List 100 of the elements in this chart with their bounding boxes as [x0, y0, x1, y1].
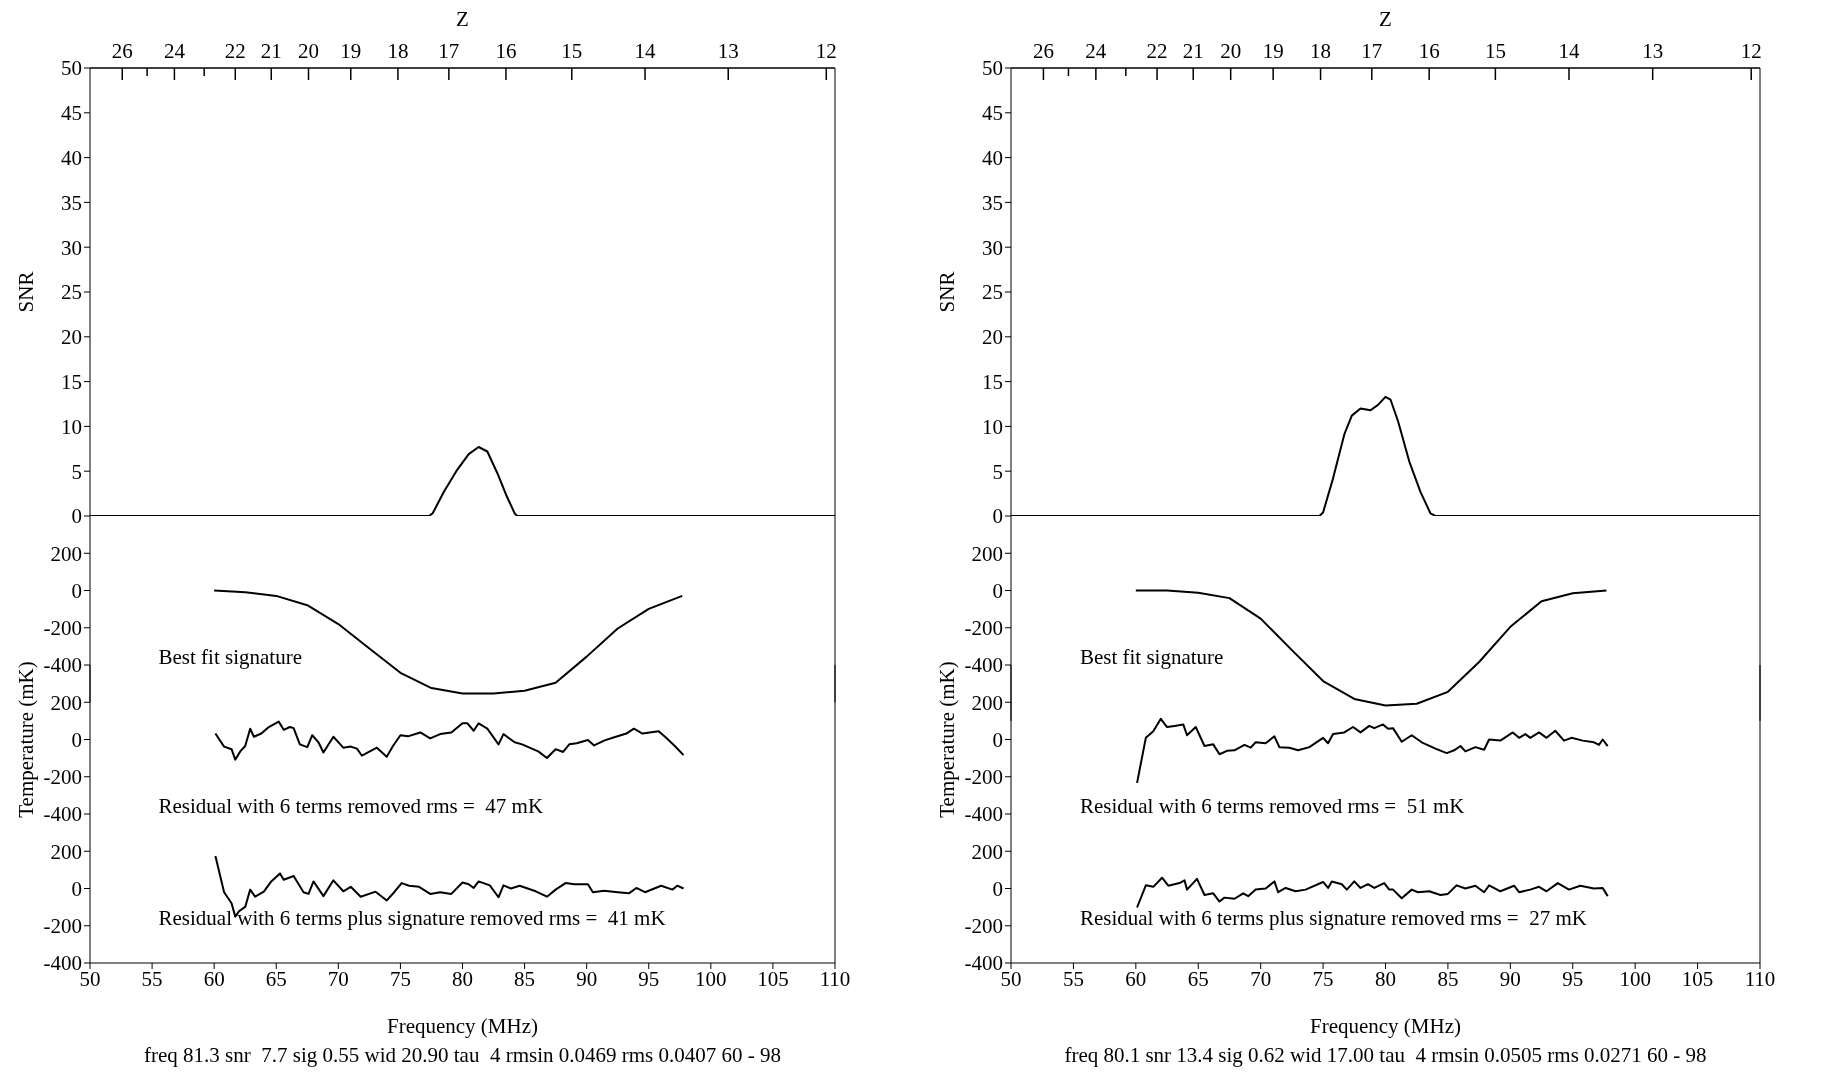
y-tick-label: -400 [43, 653, 82, 678]
x-tick-label: 80 [1375, 966, 1396, 991]
y-tick-label: -400 [43, 802, 82, 827]
x-tick-label: 70 [327, 966, 349, 991]
annotation: Residual with 6 terms removed rms = 47 mK [158, 793, 544, 819]
y-axis-title: Temperature (mK) [14, 661, 39, 818]
y-tick-label: 35 [982, 190, 1003, 215]
y-tick-label: 20 [61, 325, 82, 350]
annotation: Residual with 6 terms plus signature removed rms = 27 mK [1079, 905, 1587, 931]
y-tick-label: 200 [50, 541, 82, 566]
x-tick-label: 90 [576, 966, 598, 991]
x-tick-label: 75 [1312, 966, 1334, 991]
text: 15 [1484, 39, 1506, 63]
annotation: Residual with 6 terms plus signature removed rms = 41 mK [158, 905, 666, 931]
text: 13 [1642, 39, 1664, 63]
y-tick-label: 0 [71, 727, 82, 752]
y-tick-label: -200 [43, 914, 82, 939]
x-tick-label: 55 [1062, 966, 1084, 991]
y-tick-label: 30 [982, 235, 1003, 260]
x-tick-label: 100 [695, 966, 727, 991]
line-series [1136, 876, 1609, 909]
text: 12 [1740, 39, 1762, 63]
text: 16 [495, 39, 517, 63]
x-tick-label: 110 [819, 966, 851, 991]
text: 21 [1182, 39, 1204, 63]
text: 19 [1262, 39, 1284, 63]
text: 26 [111, 39, 133, 63]
y-tick-label: 25 [982, 280, 1003, 305]
text: 22 [1146, 39, 1168, 63]
y-tick-label: 10 [61, 414, 82, 439]
y-tick-label: 0 [71, 504, 82, 529]
text: 18 [387, 39, 409, 63]
text: 14 [1558, 39, 1581, 63]
y-tick-label: -400 [964, 951, 1003, 976]
y-axis-title: Temperature (mK) [935, 661, 960, 818]
y-tick-label: 20 [982, 325, 1003, 350]
y-tick-label: 35 [61, 190, 82, 215]
y-tick-label: -200 [964, 616, 1003, 641]
x-tick-label: 105 [757, 966, 789, 991]
annotation: Best fit signature [1079, 644, 1224, 670]
y-tick-label: -200 [43, 616, 82, 641]
x2-axis-title: Z [1379, 7, 1392, 31]
text: 22 [224, 39, 246, 63]
text: freq 81.3 snr 7.7 sig 0.55 wid 20.90 tau 4 rmsin 0.0469 rms 0.0407 60 - 98 [143, 1042, 782, 1068]
y-tick-label: 200 [50, 839, 82, 864]
text: 17 [1361, 39, 1383, 63]
text: freq 80.1 snr 13.4 sig 0.62 wid 17.00 tau 4 rmsin 0.0505 rms 0.0271 60 - 98 [1063, 1042, 1708, 1068]
y-tick-label: 45 [982, 101, 1003, 126]
text: 21 [260, 39, 282, 63]
y-tick-label: 200 [971, 690, 1003, 715]
y-tick-label: -200 [43, 765, 82, 790]
x-tick-label: 110 [1744, 966, 1776, 991]
y-tick-label: 0 [992, 578, 1003, 603]
line-series [1136, 717, 1609, 784]
x-tick-label: 80 [452, 966, 473, 991]
y-tick-label: 10 [982, 414, 1003, 439]
y-tick-label: 0 [992, 504, 1003, 529]
x-tick-label: 60 [203, 966, 225, 991]
x2-axis-title: Z [456, 7, 469, 31]
y-tick-label: 0 [992, 727, 1003, 752]
x-tick-label: 60 [1125, 966, 1147, 991]
x-tick-label: 75 [389, 966, 411, 991]
text: 16 [1418, 39, 1440, 63]
y-tick-label: 50 [982, 56, 1003, 81]
y-tick-label: 45 [61, 101, 82, 126]
y-tick-label: -400 [43, 951, 82, 976]
y-tick-label: 0 [71, 876, 82, 901]
x-tick-label: 95 [1562, 966, 1584, 991]
y-tick-label: -200 [964, 765, 1003, 790]
text: 15 [561, 39, 583, 63]
y-tick-label: -400 [964, 802, 1003, 827]
x-tick-label: 65 [265, 966, 287, 991]
text: 20 [298, 39, 320, 63]
text: 24 [1085, 39, 1107, 63]
y-axis-title: SNR [935, 271, 960, 313]
y-tick-label: 200 [50, 690, 82, 715]
y-tick-label: 40 [61, 146, 82, 171]
x-tick-label: 105 [1681, 966, 1714, 991]
text: 18 [1310, 39, 1332, 63]
x-tick-label: 95 [638, 966, 660, 991]
y-tick-label: 5 [992, 459, 1003, 484]
x-tick-label: 100 [1619, 966, 1651, 991]
annotation: Residual with 6 terms removed rms = 51 mK [1079, 793, 1465, 819]
y-tick-label: 0 [992, 876, 1003, 901]
y-axis-title: SNR [14, 271, 39, 313]
text: 20 [1220, 39, 1242, 63]
text: 14 [634, 39, 657, 63]
y-tick-label: 30 [61, 235, 82, 260]
text: 24 [163, 39, 186, 63]
x-tick-label: 85 [1437, 966, 1459, 991]
y-tick-label: 0 [71, 578, 82, 603]
y-tick-label: 25 [61, 280, 82, 305]
y-tick-label: 15 [982, 370, 1003, 395]
text: 12 [815, 39, 837, 63]
y-tick-label: 50 [61, 56, 82, 81]
y-tick-label: -400 [964, 653, 1003, 678]
annotation: Best fit signature [158, 644, 303, 670]
y-tick-label: 40 [982, 146, 1003, 171]
x-axis-title: Frequency (MHz) [1309, 1014, 1462, 1038]
x-tick-label: 70 [1250, 966, 1272, 991]
